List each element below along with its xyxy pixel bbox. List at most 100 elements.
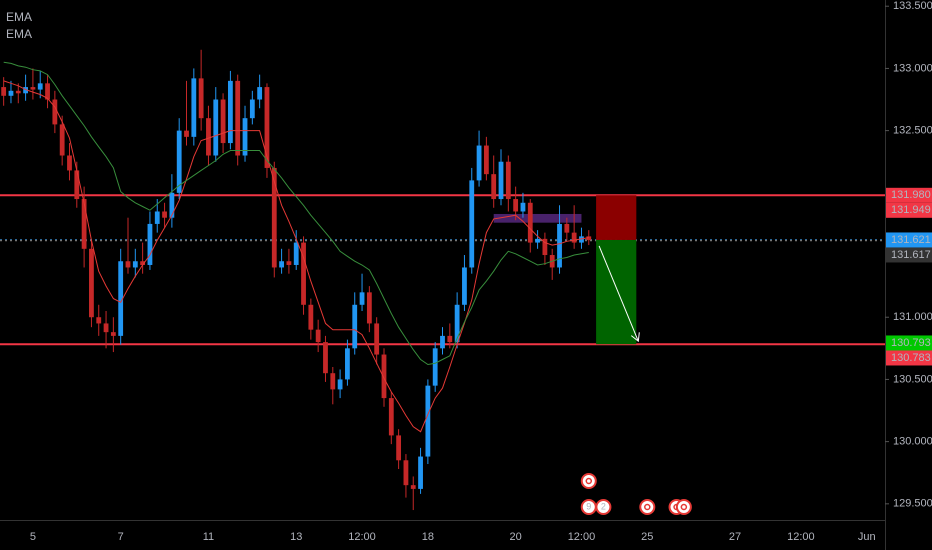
candle-body: [198, 78, 204, 119]
x-tick-label: 12:00: [787, 531, 815, 543]
x-tick-label: 18: [422, 531, 434, 543]
x-tick-label: 7: [118, 531, 124, 543]
price-badge: [886, 187, 932, 203]
y-tick-label: 129.500: [893, 498, 932, 510]
candle-body: [271, 167, 277, 268]
y-tick-label: 130.500: [893, 373, 932, 385]
candle-body: [59, 124, 65, 156]
candle-body: [366, 292, 372, 324]
candle-body: [52, 99, 58, 125]
candle-body: [125, 261, 131, 268]
candle-body: [513, 199, 519, 212]
event-dot: [644, 503, 651, 511]
candle-body: [315, 329, 321, 343]
ema-line: [3, 80, 589, 433]
event-icon: [580, 473, 597, 489]
price-badge-label: 130.793: [891, 337, 931, 349]
candle-body: [213, 99, 219, 156]
candle-body: [110, 332, 116, 336]
x-tick-label: 11: [203, 531, 214, 543]
candle-body: [535, 238, 540, 243]
candle-body: [8, 90, 14, 96]
candle-body: [147, 223, 153, 265]
x-tick-label: 13: [290, 531, 302, 543]
stop-zone: [596, 195, 637, 240]
candle-body: [279, 261, 284, 268]
price-badge-label: 130.783: [891, 352, 931, 364]
event-label: 9: [586, 501, 591, 511]
x-tick-label: 20: [510, 531, 522, 543]
candle-body: [176, 130, 182, 193]
candle-body: [527, 202, 533, 243]
candle-body: [235, 80, 241, 156]
x-tick-label: 27: [729, 531, 741, 543]
price-badge: [886, 202, 932, 218]
candle-body: [30, 87, 36, 90]
candle-body: [242, 118, 248, 156]
candle-body: [293, 242, 299, 265]
y-tick-label: 133.000: [893, 62, 932, 74]
event-icon: [595, 499, 612, 515]
candle-body: [323, 342, 328, 374]
candle-body: [491, 174, 497, 200]
candle-body: [264, 87, 270, 168]
candle-body: [498, 161, 504, 200]
candle-body: [308, 304, 314, 330]
arrow: [598, 245, 639, 342]
candle-body: [37, 83, 43, 90]
candle-body: [1, 87, 7, 96]
price-badge: [886, 350, 932, 366]
price-badge: [886, 335, 932, 351]
candle-body: [388, 398, 394, 436]
x-tick-label: 5: [30, 531, 36, 543]
price-badge: [886, 247, 932, 263]
candle-body: [23, 87, 28, 94]
event-dot: [585, 477, 593, 485]
candle-body: [249, 99, 255, 119]
target-zone: [596, 239, 637, 345]
candle-body: [154, 211, 160, 224]
candle-body: [432, 348, 438, 386]
ema-line: [3, 61, 589, 366]
candle-body: [191, 78, 197, 137]
event-dot: [680, 503, 688, 511]
candle-body: [483, 145, 489, 175]
price-badge-label: 131.617: [891, 249, 931, 261]
candle-body: [89, 248, 94, 318]
price-badge-label: 131.980: [891, 189, 931, 201]
candle-body: [103, 323, 109, 333]
candle-body: [418, 456, 423, 489]
candle-body: [330, 373, 336, 390]
candle-body: [447, 335, 453, 343]
candle-body: [301, 242, 306, 305]
candle-body: [81, 199, 87, 249]
x-tick-label: 12:00: [568, 531, 596, 543]
candle-body: [396, 435, 402, 461]
candle-body: [206, 118, 211, 156]
legend-entry: EMA: [6, 10, 32, 24]
candle-body: [425, 385, 431, 457]
candle-body: [440, 335, 445, 349]
candle-body: [74, 170, 80, 200]
candle-body: [403, 460, 409, 486]
x-tick-label: Jun: [858, 531, 876, 543]
candle-body: [352, 304, 358, 349]
candle-body: [476, 145, 482, 181]
candle-body: [132, 261, 138, 268]
y-tick-label: 133.500: [893, 0, 932, 12]
candle-body: [286, 261, 292, 265]
candle-body: [410, 485, 416, 489]
candle-body: [586, 236, 592, 241]
candle-body: [227, 80, 233, 144]
candle-body: [15, 90, 21, 94]
candle-body: [220, 99, 226, 144]
x-tick-label: 25: [641, 531, 653, 543]
candle-body: [359, 292, 365, 305]
candle-body: [557, 223, 562, 268]
candle-body: [96, 317, 102, 324]
candle-body: [140, 261, 146, 265]
candle-body: [542, 238, 548, 256]
x-tick-label: 12:00: [348, 531, 376, 543]
event-icon: [675, 499, 692, 515]
